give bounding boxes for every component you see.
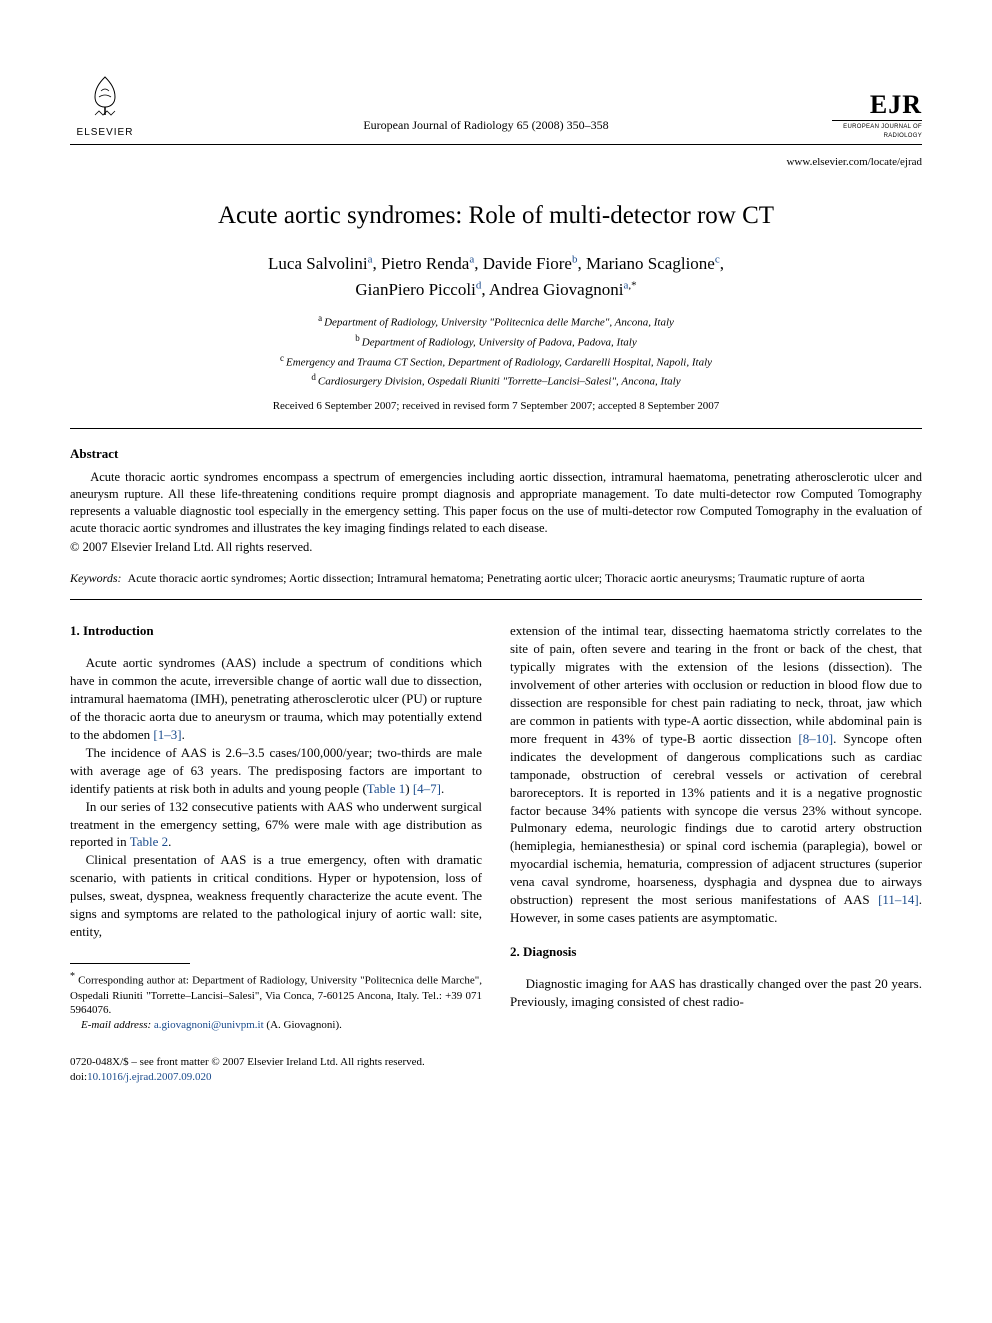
table-reference-link[interactable]: Table 2 [130, 834, 168, 849]
author-aff-marker: b [572, 254, 578, 266]
doi-line: doi:10.1016/j.ejrad.2007.09.020 [70, 1070, 482, 1085]
paragraph-text: . Syncope often indicates the developmen… [510, 731, 922, 907]
author-aff-marker: d [476, 279, 482, 291]
table-reference-link[interactable]: Table 1 [367, 781, 405, 796]
journal-logo: EJR EUROPEAN JOURNAL OF RADIOLOGY [832, 92, 922, 140]
corresponding-footnote: * Corresponding author at: Department of… [70, 970, 482, 1018]
header-rule [70, 144, 922, 145]
publisher-logo: ELSEVIER [70, 71, 140, 140]
paragraph: In our series of 132 consecutive patient… [70, 798, 482, 852]
doi-link[interactable]: 10.1016/j.ejrad.2007.09.020 [87, 1071, 211, 1083]
author: Mariano Scaglione [586, 254, 715, 273]
affiliation-text: Emergency and Trauma CT Section, Departm… [286, 356, 712, 368]
paragraph-text: Acute aortic syndromes (AAS) include a s… [70, 655, 482, 742]
abstract-body: Acute thoracic aortic syndromes encompas… [70, 470, 922, 535]
journal-logo-subtitle: EUROPEAN JOURNAL OF RADIOLOGY [832, 120, 922, 140]
paragraph: Acute aortic syndromes (AAS) include a s… [70, 654, 482, 744]
section-heading-introduction: 1. Introduction [70, 622, 482, 640]
reference-link[interactable]: [8–10] [798, 731, 833, 746]
section-heading-diagnosis: 2. Diagnosis [510, 943, 922, 961]
author-list: Luca Salvolinia, Pietro Rendaa, Davide F… [70, 251, 922, 302]
paragraph: The incidence of AAS is 2.6–3.5 cases/10… [70, 744, 482, 798]
paragraph-text: ) [405, 781, 413, 796]
email-author: (A. Giovagnoni). [266, 1019, 341, 1031]
corresponding-text: Corresponding author at: Department of R… [70, 975, 482, 1017]
publisher-name: ELSEVIER [70, 126, 140, 140]
keywords-text: Acute thoracic aortic syndromes; Aortic … [128, 571, 865, 585]
reference-link[interactable]: [11–14] [878, 892, 919, 907]
paragraph: extension of the intimal tear, dissectin… [510, 622, 922, 927]
abstract-copyright: © 2007 Elsevier Ireland Ltd. All rights … [70, 539, 922, 557]
email-link[interactable]: a.giovagnoni@univpm.it [154, 1019, 264, 1031]
email-label: E-mail address: [81, 1019, 151, 1031]
affiliation: dCardiosurgery Division, Ospedali Riunit… [70, 371, 922, 391]
affiliation: cEmergency and Trauma CT Section, Depart… [70, 352, 922, 372]
footer-metadata: 0720-048X/$ – see front matter © 2007 El… [70, 1055, 482, 1085]
keywords-block: Keywords: Acute thoracic aortic syndrome… [70, 570, 922, 587]
abstract-top-rule [70, 428, 922, 429]
article-title: Acute aortic syndromes: Role of multi-de… [70, 198, 922, 233]
author: GianPiero Piccoli [355, 280, 475, 299]
left-column: 1. Introduction Acute aortic syndromes (… [70, 622, 482, 1085]
right-column: extension of the intimal tear, dissectin… [510, 622, 922, 1085]
article-dates: Received 6 September 2007; received in r… [70, 399, 922, 414]
author: Andrea Giovagnoni [489, 280, 624, 299]
doi-label: doi: [70, 1071, 87, 1083]
journal-header: ELSEVIER European Journal of Radiology 6… [70, 60, 922, 140]
paragraph-text: extension of the intimal tear, dissectin… [510, 623, 922, 746]
affiliation: bDepartment of Radiology, University of … [70, 332, 922, 352]
author-aff-marker: c [715, 254, 720, 266]
journal-citation: European Journal of Radiology 65 (2008) … [140, 117, 832, 140]
keywords-label: Keywords: [70, 571, 122, 585]
paragraph: Clinical presentation of AAS is a true e… [70, 851, 482, 941]
footnote-rule [70, 963, 190, 964]
email-footnote: E-mail address: a.giovagnoni@univpm.it (… [70, 1018, 482, 1033]
abstract-text: Acute thoracic aortic syndromes encompas… [70, 469, 922, 537]
abstract-bottom-rule [70, 599, 922, 600]
footnotes: * Corresponding author at: Department of… [70, 970, 482, 1033]
author: Luca Salvolini [268, 254, 368, 273]
abstract-heading: Abstract [70, 445, 922, 463]
abstract-block: Abstract Acute thoracic aortic syndromes… [70, 445, 922, 556]
star-icon: * [70, 971, 75, 982]
reference-link[interactable]: [1–3] [153, 727, 181, 742]
affiliation-text: Department of Radiology, University "Pol… [324, 317, 674, 329]
author-aff-marker: a [469, 254, 474, 266]
paragraph: Diagnostic imaging for AAS has drastical… [510, 975, 922, 1011]
corresponding-marker: ,* [628, 279, 636, 291]
author: Davide Fiore [483, 254, 572, 273]
affiliation: aDepartment of Radiology, University "Po… [70, 312, 922, 332]
journal-url[interactable]: www.elsevier.com/locate/ejrad [70, 155, 922, 170]
front-matter-line: 0720-048X/$ – see front matter © 2007 El… [70, 1055, 482, 1070]
affiliation-text: Cardiosurgery Division, Ospedali Riuniti… [318, 376, 681, 388]
journal-logo-abbrev: EJR [832, 92, 922, 118]
body-columns: 1. Introduction Acute aortic syndromes (… [70, 622, 922, 1085]
affiliation-text: Department of Radiology, University of P… [362, 337, 637, 349]
reference-link[interactable]: [4–7] [413, 781, 441, 796]
author: Pietro Renda [381, 254, 469, 273]
author-aff-marker: a [368, 254, 373, 266]
affiliation-list: aDepartment of Radiology, University "Po… [70, 312, 922, 390]
elsevier-tree-icon [81, 71, 129, 119]
